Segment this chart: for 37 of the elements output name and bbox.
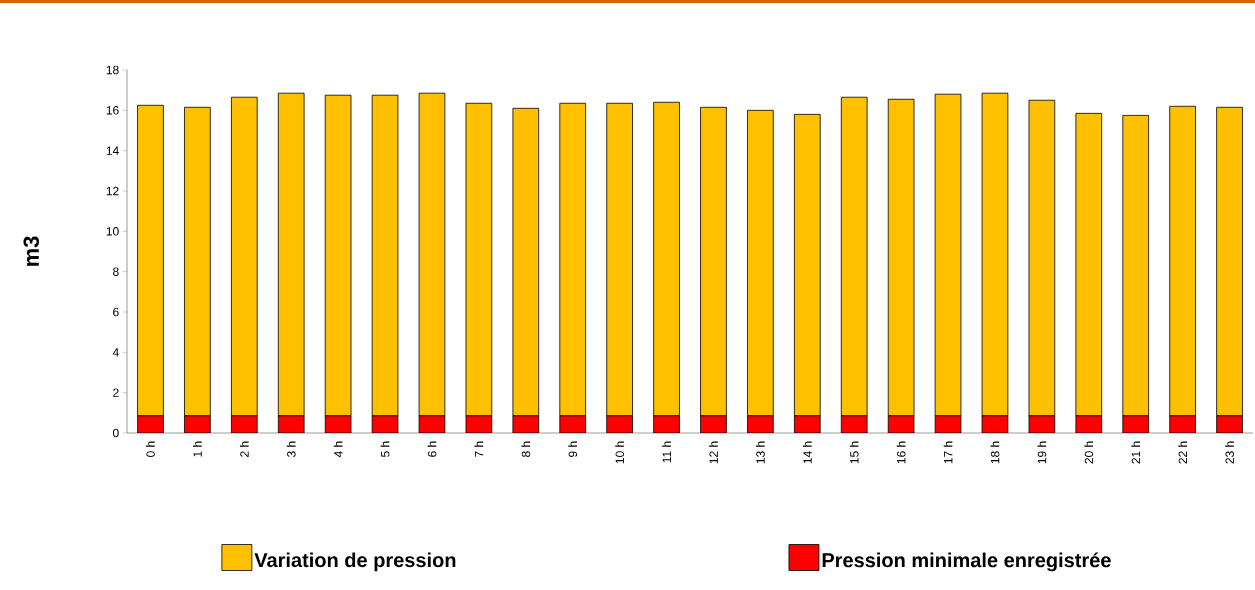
x-tick-label: 11 h [662,441,671,463]
y-tick-label: 0 [113,428,119,438]
x-tick-label: 9 h [568,441,578,457]
x-tick-label: 4 h [333,441,343,458]
x-tick-label: 6 h [427,441,437,457]
x-tick-label: 12 h [709,441,718,464]
x-tick-label: 21 h [1131,441,1141,464]
x-tick-label: 10 h [615,441,625,464]
x-tick-label: 5 h [380,441,390,457]
x-tick-label: 17 h [943,441,953,464]
x-tick-label: 14 h [802,441,812,464]
x-tick-label: 0 h [146,441,155,458]
x-tick-label: 1 h [193,441,202,457]
x-tick-label: 8 h [521,441,531,457]
x-tick-label: 23 h [1225,441,1234,464]
y-tick-label: 4 [112,348,119,357]
y-tick-label: 10 [106,227,119,236]
x-tick-label: 19 h [1037,441,1047,464]
y-tick-label: 6 [113,307,119,317]
x-tick-label: 16 h [896,441,906,464]
x-tick-label: 7 h [474,441,484,457]
y-tick-label: 8 [113,267,119,276]
y-tick-label: 16 [106,106,119,115]
x-tick-label: 22 h [1178,441,1187,464]
x-tick-label: 15 h [849,441,859,464]
y-tick-label: 18 [106,65,119,75]
x-tick-label: 3 h [286,441,296,458]
y-axis-title: m3 [23,236,40,266]
legend-label: Pression minimale enregistrée [822,552,1111,572]
x-tick-label: 2 h [239,441,249,457]
y-tick-label: 2 [113,388,119,397]
x-tick-label: 18 h [990,441,1000,464]
y-tick-label: 14 [106,146,119,155]
y-tick-label: 12 [106,186,119,196]
x-tick-label: 20 h [1084,441,1094,464]
x-tick-label: 13 h [755,441,765,464]
legend-label: Variation de pression [254,552,456,572]
